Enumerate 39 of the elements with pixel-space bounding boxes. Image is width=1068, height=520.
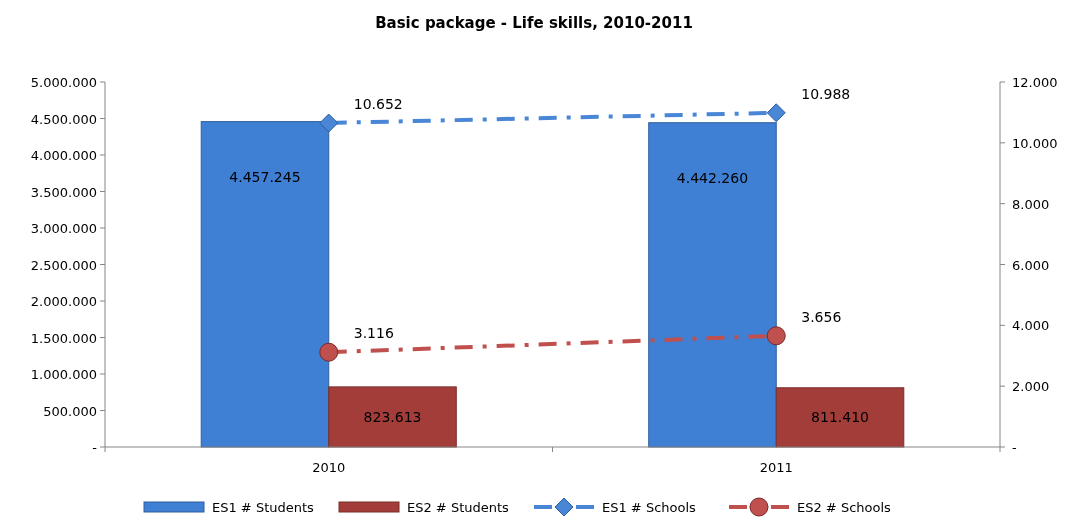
x-tick-label: 2011: [759, 460, 793, 475]
y2-tick-label: 6.000: [1012, 257, 1050, 273]
y-tick-label: 1.000.000: [30, 367, 97, 382]
chart-title: Basic package - Life skills, 2010-2011: [375, 14, 693, 32]
data-label: 4.442.260: [676, 169, 749, 186]
point: [766, 326, 786, 346]
y2-tick-label: 8.000: [1012, 196, 1050, 212]
data-label: 3.116: [353, 325, 394, 342]
legend-label: ES2 # Schools: [797, 500, 892, 515]
y-tick-label: 4.000.000: [30, 148, 97, 163]
data-label: 811.410: [811, 409, 869, 426]
y-tick-label: 4.500.000: [30, 111, 97, 127]
x-tick-label: 2010: [312, 460, 346, 475]
y2-tick-label: 2.000: [1012, 379, 1050, 395]
y-tick-label: 2.500.000: [30, 257, 97, 273]
legend-label: ES2 # Students: [407, 500, 510, 515]
y2-tick-label: 10.000: [1012, 135, 1058, 151]
data-label: 10.988: [801, 85, 851, 102]
y2-tick-label: 12.000: [1012, 75, 1058, 90]
data-label: 823.613: [363, 408, 422, 425]
y-tick-label: 3.500.000: [30, 184, 97, 200]
y-tick-label: 500.000: [43, 403, 97, 419]
legend-label: ES1 # Students: [212, 500, 315, 515]
data-label: 3.656: [801, 308, 842, 325]
y2-tick-label: -: [1012, 440, 1017, 455]
bar: [328, 386, 457, 448]
y-tick-label: 5.000.000: [30, 75, 97, 90]
data-label: 4.457.245: [229, 168, 301, 185]
point: [319, 113, 339, 133]
bar: [775, 387, 905, 448]
y-tick-label: 1.500.000: [30, 330, 97, 346]
point: [766, 103, 786, 123]
data-label: 10.652: [353, 96, 403, 112]
y-tick-label: 2.000.000: [30, 294, 97, 309]
y2-tick-label: 4.000: [1012, 318, 1050, 334]
y-tick-label: -: [92, 440, 98, 455]
point: [319, 342, 339, 362]
legend-label: ES1 # Schools: [602, 500, 697, 515]
y-tick-label: 3.000.000: [30, 221, 97, 236]
